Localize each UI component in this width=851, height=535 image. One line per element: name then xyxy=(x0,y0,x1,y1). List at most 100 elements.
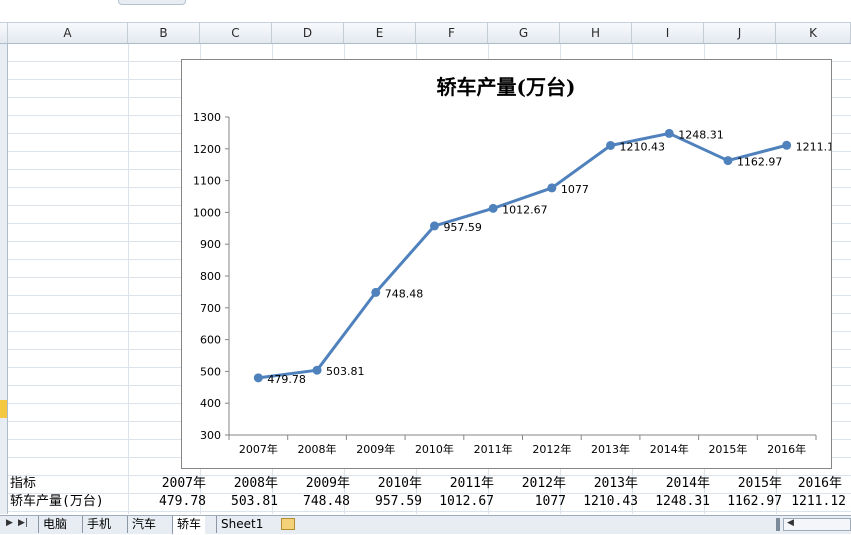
data-point xyxy=(371,287,381,297)
column-header-b[interactable]: B xyxy=(128,23,200,43)
sheet-tab-sheet1[interactable]: Sheet1 xyxy=(216,516,267,533)
x-tick-label: 2015年 xyxy=(708,442,747,456)
data-point xyxy=(312,365,322,375)
table-data-row: 轿车产量(万台) 479.78 503.81 748.48 957.59 101… xyxy=(8,493,851,511)
data-point xyxy=(664,128,674,138)
value-cell[interactable]: 503.81 xyxy=(231,494,278,509)
sheet-tab-car[interactable]: 汽车 xyxy=(127,516,160,533)
data-label: 957.59 xyxy=(443,221,482,234)
data-label: 748.48 xyxy=(385,287,424,300)
year-cell[interactable]: 2011年 xyxy=(449,476,494,491)
sheet-tab-sedan[interactable]: 轿车 xyxy=(172,516,206,535)
value-cell[interactable]: 1012.67 xyxy=(439,494,494,509)
data-point xyxy=(782,140,792,150)
y-tick-label: 500 xyxy=(200,365,221,378)
data-label: 479.78 xyxy=(267,373,306,386)
data-point xyxy=(723,156,733,166)
x-tick-label: 2016年 xyxy=(767,442,806,456)
series-group: 479.78 503.81 748.48 957.59 1012.67 1077 1210.… xyxy=(253,128,831,386)
column-header-c[interactable]: C xyxy=(200,23,272,43)
x-tick-label: 2014年 xyxy=(650,442,689,456)
data-label: 1012.67 xyxy=(502,203,548,216)
data-point xyxy=(547,183,557,193)
value-cell[interactable]: 748.48 xyxy=(303,494,350,509)
x-tick-label: 2007年 xyxy=(239,442,278,456)
row-header-strip[interactable] xyxy=(0,44,8,514)
column-header-f[interactable]: F xyxy=(416,23,488,43)
year-cell[interactable]: 2009年 xyxy=(305,476,350,491)
year-cell[interactable]: 2016年 xyxy=(797,476,842,491)
chart-title: 轿车产量(万台) xyxy=(437,75,576,99)
data-label: 1210.43 xyxy=(620,140,666,153)
y-tick-label: 700 xyxy=(200,302,221,315)
selected-row-marker xyxy=(0,400,7,418)
data-label: 503.81 xyxy=(326,365,365,378)
data-label: 1211.12 xyxy=(796,140,831,153)
data-label: 1162.97 xyxy=(737,156,783,169)
data-point xyxy=(488,203,498,213)
x-tick-label: 2008年 xyxy=(298,442,337,456)
y-tick-label: 800 xyxy=(200,270,221,283)
x-tick-label: 2013年 xyxy=(591,442,630,456)
column-header-e[interactable]: E xyxy=(344,23,416,43)
data-point xyxy=(606,140,616,150)
sheet-tab-computer[interactable]: 电脑 xyxy=(38,516,71,533)
select-all-corner[interactable] xyxy=(0,23,8,43)
value-cell[interactable]: 1210.43 xyxy=(583,494,638,509)
scroll-next-sheet-icon[interactable]: ▶ xyxy=(6,518,13,528)
data-point xyxy=(253,373,263,383)
column-header-k[interactable]: K xyxy=(776,23,851,43)
scroll-left-icon[interactable]: ◀ xyxy=(787,518,794,528)
column-header-i[interactable]: I xyxy=(632,23,704,43)
chart-canvas: 轿车产量(万台) 300 400 500 600 700 800 900 1000 1100 12… xyxy=(193,75,831,456)
y-tick-label: 1300 xyxy=(193,111,221,124)
x-axis: 2007年 2008年 2009年 2010年 2011年 2012年 2013年 2014年… xyxy=(228,434,817,456)
x-tick-label: 2011年 xyxy=(474,442,513,456)
x-tick-label: 2010年 xyxy=(415,442,454,456)
insert-sheet-icon[interactable] xyxy=(281,518,295,530)
value-cell[interactable]: 1248.31 xyxy=(655,494,710,509)
y-tick-label: 1200 xyxy=(193,143,221,156)
data-label: 1077 xyxy=(561,183,589,196)
column-header-h[interactable]: H xyxy=(560,23,632,43)
sheet-tab-phone[interactable]: 手机 xyxy=(82,516,115,533)
y-tick-label: 1000 xyxy=(193,206,221,219)
table-header-row: 指标 2007年 2008年 2009年 2010年 2011年 2012年 2… xyxy=(8,475,851,493)
horizontal-scrollbar[interactable]: ◀ xyxy=(783,518,851,531)
year-cell[interactable]: 2010年 xyxy=(377,476,422,491)
ribbon-bottom-strip xyxy=(0,0,851,23)
year-cell[interactable]: 2007年 xyxy=(161,476,206,491)
x-tick-label: 2009年 xyxy=(356,442,395,456)
y-tick-label: 900 xyxy=(200,238,221,251)
data-label: 1248.31 xyxy=(678,128,724,141)
column-header-bar: A B C D E F G H I J K xyxy=(0,23,851,44)
year-cell[interactable]: 2015年 xyxy=(737,476,782,491)
year-cell[interactable]: 2013年 xyxy=(593,476,638,491)
year-cell[interactable]: 2014年 xyxy=(665,476,710,491)
scroll-last-sheet-icon[interactable]: ▶| xyxy=(18,518,28,528)
column-header-d[interactable]: D xyxy=(272,23,344,43)
data-point xyxy=(429,221,439,231)
value-cell[interactable]: 1077 xyxy=(534,494,566,509)
sheet-tab-bar: ▶ ▶| 电脑 手机 汽车 轿车 Sheet1 ◀ xyxy=(0,515,851,535)
value-cell[interactable]: 1211.12 xyxy=(791,494,846,509)
embedded-chart[interactable]: 轿车产量(万台) 300 400 500 600 700 800 900 1000 1100 12… xyxy=(181,59,832,469)
series-line xyxy=(258,131,788,380)
y-tick-label: 300 xyxy=(200,429,221,442)
year-cell[interactable]: 2012年 xyxy=(521,476,566,491)
column-header-j[interactable]: J xyxy=(704,23,776,43)
year-cell[interactable]: 2008年 xyxy=(233,476,278,491)
column-header-g[interactable]: G xyxy=(488,23,560,43)
ribbon-tab-edge xyxy=(118,0,186,5)
value-cell[interactable]: 479.78 xyxy=(159,494,206,509)
value-cell[interactable]: 957.59 xyxy=(375,494,422,509)
row-label: 轿车产量(万台) xyxy=(10,494,104,509)
y-tick-label: 1100 xyxy=(193,175,221,188)
x-tick-label: 2012年 xyxy=(532,442,571,456)
tab-split-handle[interactable] xyxy=(776,518,780,531)
y-axis: 300 400 500 600 700 800 900 1000 1100 1200 1300 xyxy=(193,111,230,442)
y-tick-label: 400 xyxy=(200,397,221,410)
value-cell[interactable]: 1162.97 xyxy=(727,494,782,509)
column-header-a[interactable]: A xyxy=(8,23,128,43)
indicator-label: 指标 xyxy=(10,476,37,491)
